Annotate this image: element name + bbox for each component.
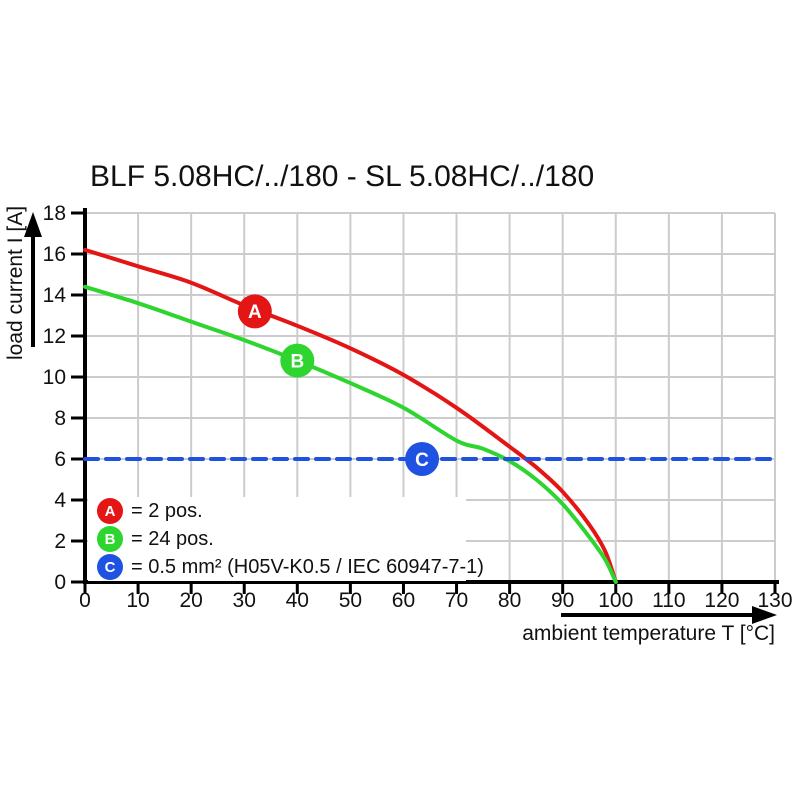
legend-marker-c-icon: C (97, 554, 123, 580)
legend-item: C = 0.5 mm² (H05V-K0.5 / IEC 60947-7-1) (88, 554, 484, 580)
legend-marker-b-icon: B (97, 526, 123, 552)
legend-marker-a-icon: A (97, 498, 123, 524)
curve-marker-c: C (405, 442, 440, 476)
svg-text:A: A (248, 302, 262, 323)
y-axis-arrow-icon (24, 212, 42, 347)
y-axis-label: load current I [A] (4, 205, 27, 360)
axes (71, 208, 779, 594)
curve-marker-a: A (237, 294, 272, 329)
legend-marker-a-letter: A (104, 502, 116, 520)
svg-text:B: B (290, 351, 304, 372)
curve-marker-b: B (280, 343, 315, 378)
legend-label-b: = 24 pos. (131, 527, 214, 550)
svg-text:C: C (415, 450, 429, 471)
series-curve-a (83, 247, 618, 584)
legend-label-c: = 0.5 mm² (H05V-K0.5 / IEC 60947-7-1) (131, 555, 484, 578)
legend-marker-b-letter: B (104, 530, 116, 548)
chart-title: BLF 5.08HC/../180 - SL 5.08HC/../180 (90, 160, 595, 193)
legend-item: A = 2 pos. (88, 498, 466, 524)
x-axis-arrow-icon (561, 606, 777, 624)
legend-label-a: = 2 pos. (131, 499, 203, 522)
series-curve-b (83, 284, 618, 584)
x-axis-label: ambient temperature T [°C] (522, 622, 775, 645)
legend-marker-c-letter: C (104, 558, 116, 576)
legend-item: B = 24 pos. (88, 526, 466, 552)
legend: A = 2 pos. B = 24 pos. C = 0.5 mm² (H05V… (88, 497, 484, 581)
